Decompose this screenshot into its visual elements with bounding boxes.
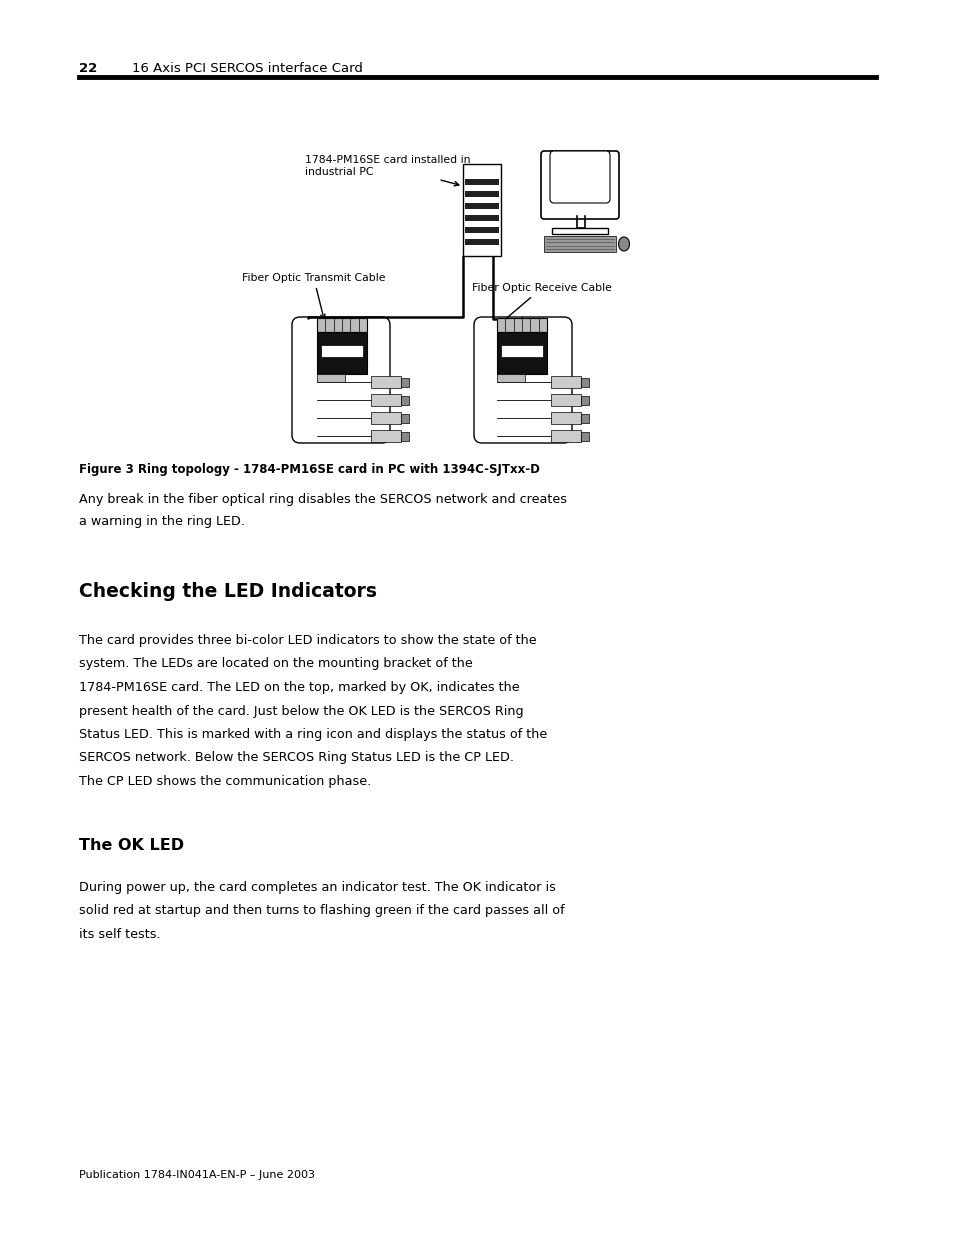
Text: Figure 3 Ring topology - 1784-PM16SE card in PC with 1394C-SJTxx-D: Figure 3 Ring topology - 1784-PM16SE car…: [79, 463, 539, 475]
Bar: [316, 332, 367, 374]
Text: Fiber Optic Receive Cable: Fiber Optic Receive Cable: [472, 283, 611, 325]
Text: system. The LEDs are located on the mounting bracket of the: system. The LEDs are located on the moun…: [79, 657, 473, 671]
Bar: [316, 374, 344, 382]
Bar: [371, 394, 400, 406]
Bar: [462, 164, 500, 256]
Bar: [316, 317, 367, 332]
Text: Fiber Optic Transmit Cable: Fiber Optic Transmit Cable: [242, 273, 385, 319]
Text: its self tests.: its self tests.: [79, 927, 160, 941]
Bar: [400, 414, 409, 422]
Bar: [371, 430, 400, 442]
Bar: [580, 431, 588, 441]
Text: Publication 1784-IN041A-EN-P – June 2003: Publication 1784-IN041A-EN-P – June 2003: [79, 1170, 314, 1179]
Bar: [371, 412, 400, 424]
Bar: [580, 378, 588, 387]
Bar: [580, 395, 588, 405]
Bar: [320, 345, 363, 357]
Ellipse shape: [618, 237, 629, 251]
Text: 22: 22: [79, 62, 97, 75]
Bar: [464, 238, 498, 245]
Bar: [500, 345, 542, 357]
Bar: [464, 203, 498, 209]
Bar: [551, 394, 580, 406]
Bar: [551, 430, 580, 442]
Bar: [400, 378, 409, 387]
Text: SERCOS network. Below the SERCOS Ring Status LED is the CP LED.: SERCOS network. Below the SERCOS Ring St…: [79, 752, 514, 764]
Text: 16 Axis PCI SERCOS interface Card: 16 Axis PCI SERCOS interface Card: [132, 62, 362, 75]
Text: 1784-PM16SE card. The LED on the top, marked by OK, indicates the: 1784-PM16SE card. The LED on the top, ma…: [79, 680, 519, 694]
Text: Status LED. This is marked with a ring icon and displays the status of the: Status LED. This is marked with a ring i…: [79, 727, 547, 741]
Bar: [464, 179, 498, 185]
Text: Any break in the fiber optical ring disables the SERCOS network and creates: Any break in the fiber optical ring disa…: [79, 493, 566, 506]
Text: solid red at startup and then turns to flashing green if the card passes all of: solid red at startup and then turns to f…: [79, 904, 564, 918]
Bar: [497, 374, 524, 382]
Text: Checking the LED Indicators: Checking the LED Indicators: [79, 582, 376, 601]
FancyBboxPatch shape: [540, 151, 618, 219]
Bar: [551, 375, 580, 388]
Text: a warning in the ring LED.: a warning in the ring LED.: [79, 515, 245, 529]
Text: During power up, the card completes an indicator test. The OK indicator is: During power up, the card completes an i…: [79, 881, 556, 893]
Text: The CP LED shows the communication phase.: The CP LED shows the communication phase…: [79, 776, 371, 788]
Bar: [464, 227, 498, 233]
Bar: [497, 332, 546, 374]
Bar: [497, 317, 546, 332]
FancyBboxPatch shape: [550, 151, 609, 203]
Bar: [580, 414, 588, 422]
Bar: [551, 412, 580, 424]
Bar: [464, 215, 498, 221]
Text: 1784-PM16SE card installed in
industrial PC: 1784-PM16SE card installed in industrial…: [305, 156, 470, 185]
Bar: [464, 191, 498, 198]
Bar: [400, 395, 409, 405]
Bar: [552, 228, 607, 233]
Text: The OK LED: The OK LED: [79, 839, 184, 853]
Text: present health of the card. Just below the OK LED is the SERCOS Ring: present health of the card. Just below t…: [79, 704, 523, 718]
Bar: [543, 236, 616, 252]
Text: The card provides three bi-color LED indicators to show the state of the: The card provides three bi-color LED ind…: [79, 634, 536, 647]
Bar: [400, 431, 409, 441]
Bar: [371, 375, 400, 388]
